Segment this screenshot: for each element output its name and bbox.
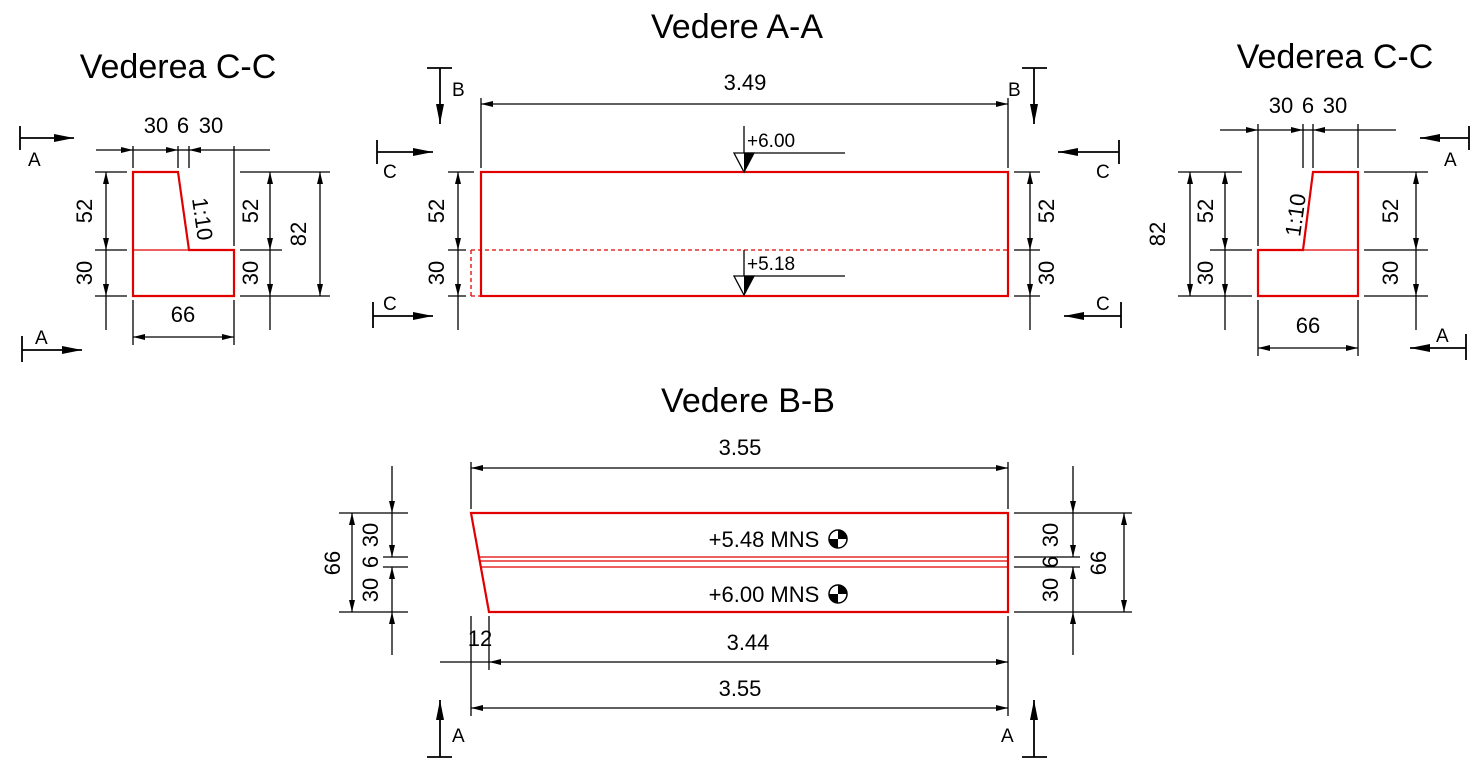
aa-section-mark-c-br: C: [1096, 294, 1110, 315]
aa-left-dim-30: 30: [424, 261, 449, 285]
bb-inner-length: 3.44: [727, 630, 770, 655]
title-right-view: Vederea C-C: [1237, 38, 1434, 76]
level-symbol-icon: [828, 584, 848, 604]
aa-elev-bottom: +5.18: [747, 254, 795, 275]
right-section-mark-a-top: A: [1444, 150, 1457, 171]
bb-bottom-length: 3.55: [719, 676, 762, 701]
aa-right-dim-52: 52: [1034, 199, 1059, 223]
left-dim-30: 30: [72, 261, 97, 285]
bb-offset-dim: 12: [468, 626, 492, 651]
left-section-mark-a-top: A: [28, 150, 41, 171]
bb-left-dim-30-top: 30: [358, 523, 383, 547]
aa-right-dim-30: 30: [1034, 261, 1059, 285]
right-top-dim-1: 30: [1269, 93, 1293, 118]
right-right-dim-30: 30: [1378, 261, 1403, 285]
left-slope-label: 1:10: [187, 196, 218, 242]
bb-top-length: 3.55: [719, 435, 762, 460]
title-view-bb: Vedere B-B: [661, 382, 835, 420]
left-dim-52: 52: [72, 199, 97, 223]
aa-left-dim-52: 52: [424, 199, 449, 223]
left-right-dim-30: 30: [238, 261, 263, 285]
left-view: 30 6 30 52 30 52 30 82 1:10 66: [19, 113, 330, 362]
left-dim-66: 66: [171, 302, 195, 327]
aa-section-mark-b-right: B: [1008, 80, 1021, 101]
aa-section-mark-c-tr: C: [1096, 162, 1110, 183]
aa-elev-top: +6.00: [747, 131, 795, 152]
aa-length-dim: 3.49: [724, 70, 767, 95]
bb-level-lower: +6.00 MNS: [709, 582, 820, 607]
bb-left-dim-66: 66: [320, 551, 345, 575]
bb-right-dim-30-top: 30: [1038, 523, 1063, 547]
right-section-mark-a-bottom: A: [1436, 326, 1449, 347]
view-bb: 3.55 +5.48 MNS +6.00 MNS 30 6 30 66: [320, 435, 1132, 758]
right-right-dim-52: 52: [1378, 199, 1403, 223]
right-left-dim-52: 52: [1193, 199, 1218, 223]
left-top-dim-2: 6: [177, 113, 189, 138]
left-right-dim-52: 52: [238, 199, 263, 223]
aa-section-mark-c-tl: C: [383, 162, 397, 183]
right-slope-label: 1:10: [1280, 192, 1311, 238]
bb-left-dim-30-bottom: 30: [358, 578, 383, 602]
left-top-dim-1: 30: [144, 113, 168, 138]
left-section-outline: [131, 170, 236, 298]
aa-section-mark-b-left: B: [452, 80, 465, 101]
bb-right-dim-30-bottom: 30: [1038, 578, 1063, 602]
left-section-mark-a-bottom: A: [35, 328, 48, 349]
right-dim-66: 66: [1296, 313, 1320, 338]
right-left-dim-30: 30: [1193, 261, 1218, 285]
bb-left-dim-6: 6: [358, 556, 383, 568]
bb-section-mark-a-left: A: [452, 726, 465, 747]
right-dim-82: 82: [1145, 222, 1170, 246]
bb-section-mark-a-right: A: [1001, 726, 1014, 747]
bb-right-dim-6: 6: [1038, 556, 1063, 568]
right-view: 30 6 30 82 52 30 52 30 1:10 66: [1145, 93, 1470, 360]
right-top-dim-2: 6: [1302, 93, 1314, 118]
title-view-aa: Vedere A-A: [651, 8, 823, 46]
left-top-dim-3: 30: [199, 113, 223, 138]
bb-right-dim-66: 66: [1086, 551, 1111, 575]
right-top-dim-3: 30: [1323, 93, 1347, 118]
level-symbol-icon: [828, 529, 848, 549]
bb-level-upper: +5.48 MNS: [709, 527, 820, 552]
title-left-view: Vederea C-C: [80, 48, 277, 86]
view-aa: 3.49 52 30 52 30 +6.00 +5.18 B: [372, 67, 1122, 330]
bb-outline: [469, 511, 1010, 614]
aa-section-mark-c-bl: C: [383, 294, 397, 315]
right-section-outline: [1256, 170, 1360, 298]
left-dim-82: 82: [286, 222, 311, 246]
